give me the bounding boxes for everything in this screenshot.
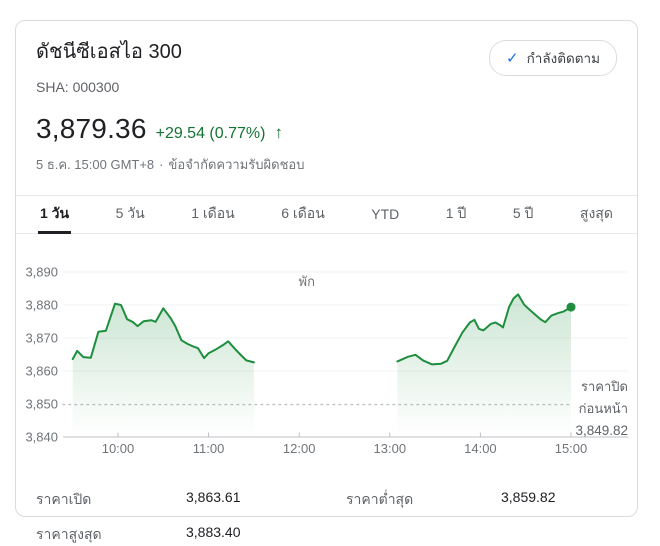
y-axis-label: 3,870 bbox=[25, 331, 58, 346]
quote-meta: 5 ธ.ค. 15:00 GMT+8 · ข้อจำกัดความรับผิดชอบ bbox=[16, 145, 637, 175]
y-axis-label: 3,890 bbox=[25, 265, 58, 280]
x-axis-label: 14:00 bbox=[464, 441, 497, 456]
latest-price-dot bbox=[566, 302, 576, 312]
exchange-ticker: SHA: 000300 bbox=[36, 79, 120, 95]
following-button[interactable]: ✓ กำลังติดตาม bbox=[489, 40, 617, 76]
previous-close-label: ก่อนหน้า bbox=[579, 401, 628, 416]
quote-timestamp: 5 ธ.ค. 15:00 GMT+8 bbox=[36, 157, 155, 172]
page-title: ดัชนีซีเอสไอ 300 bbox=[36, 41, 182, 63]
empty-cell bbox=[501, 524, 617, 546]
x-axis-label: 15:00 bbox=[555, 441, 588, 456]
current-price: 3,879.36 bbox=[36, 113, 147, 144]
range-tab-1m[interactable]: 1 เดือน bbox=[191, 204, 235, 221]
range-tabs: 1 วัน 5 วัน 1 เดือน 6 เดือน YTD 1 ปี 5 ปี สูงสุ… bbox=[16, 195, 637, 234]
range-tab-1y[interactable]: 1 ปี bbox=[445, 204, 467, 221]
open-price-label: ราคาเปิด bbox=[36, 491, 92, 507]
stats-table: ราคาเปิด 3,863.61 ราคาต่ำสุด 3,859.82 รา… bbox=[16, 467, 637, 546]
following-button-label: กำลังติดตาม bbox=[526, 51, 600, 66]
y-axis-label: 3,840 bbox=[25, 430, 58, 445]
card-header: ดัชนีซีเอสไอ 300 ✓ กำลังติดตาม bbox=[16, 21, 637, 76]
page: { "header": { "title": "ดัชนีซีเอสไอ 300… bbox=[15, 20, 638, 542]
low-price-value: 3,859.82 bbox=[501, 489, 556, 505]
x-axis-label: 13:00 bbox=[374, 441, 407, 456]
previous-close-label: ราคาปิด bbox=[581, 379, 628, 394]
afternoon-session-line bbox=[396, 293, 572, 366]
morning-session-area bbox=[72, 303, 254, 437]
range-tab-ytd[interactable]: YTD bbox=[371, 205, 400, 222]
afternoon-session-area bbox=[397, 294, 571, 437]
price-change: +29.54 (0.77%) bbox=[155, 125, 266, 142]
range-tab-5y[interactable]: 5 ปี bbox=[512, 204, 534, 221]
low-price-label: ราคาต่ำสุด bbox=[346, 491, 414, 507]
range-tab-6m[interactable]: 6 เดือน bbox=[281, 204, 325, 221]
meta-separator: · bbox=[159, 157, 164, 172]
open-price-value: 3,863.61 bbox=[186, 489, 241, 505]
y-axis-label: 3,850 bbox=[25, 397, 58, 412]
high-price-label: ราคาสูงสุด bbox=[36, 526, 102, 542]
chart-canvas[interactable]: 3,890 3,880 3,870 3,860 3,850 3,840 10:00 11:00… bbox=[16, 234, 637, 467]
arrow-up-icon: ↑ bbox=[274, 123, 283, 142]
previous-close-value: 3,849.82 bbox=[575, 423, 628, 438]
morning-session-line bbox=[71, 302, 255, 364]
finance-quote-card: ดัชนีซีเอสไอ 300 ✓ กำลังติดตาม SHA: 0003… bbox=[15, 20, 638, 542]
high-price-value: 3,883.40 bbox=[186, 524, 241, 540]
range-tab-1d[interactable]: 1 วัน bbox=[38, 196, 72, 234]
range-tab-5d[interactable]: 5 วัน bbox=[115, 204, 145, 221]
y-axis-label: 3,880 bbox=[25, 298, 58, 313]
session-break-label: พัก bbox=[299, 274, 315, 289]
x-axis-label: 12:00 bbox=[283, 441, 316, 456]
empty-cell bbox=[346, 524, 501, 546]
disclaimer-link[interactable]: ข้อจำกัดความรับผิดชอบ bbox=[168, 157, 305, 172]
check-icon: ✓ bbox=[506, 49, 519, 67]
range-tab-max[interactable]: สูงสุด bbox=[579, 204, 613, 221]
price-row: 3,879.36 +29.54 (0.77%) ↑ bbox=[16, 95, 637, 145]
x-axis-label: 11:00 bbox=[193, 441, 225, 456]
x-axis-label: 10:00 bbox=[102, 441, 135, 456]
price-chart[interactable]: 3,890 3,880 3,870 3,860 3,850 3,840 10:00 11:00… bbox=[16, 234, 637, 467]
y-axis-label: 3,860 bbox=[25, 364, 58, 379]
